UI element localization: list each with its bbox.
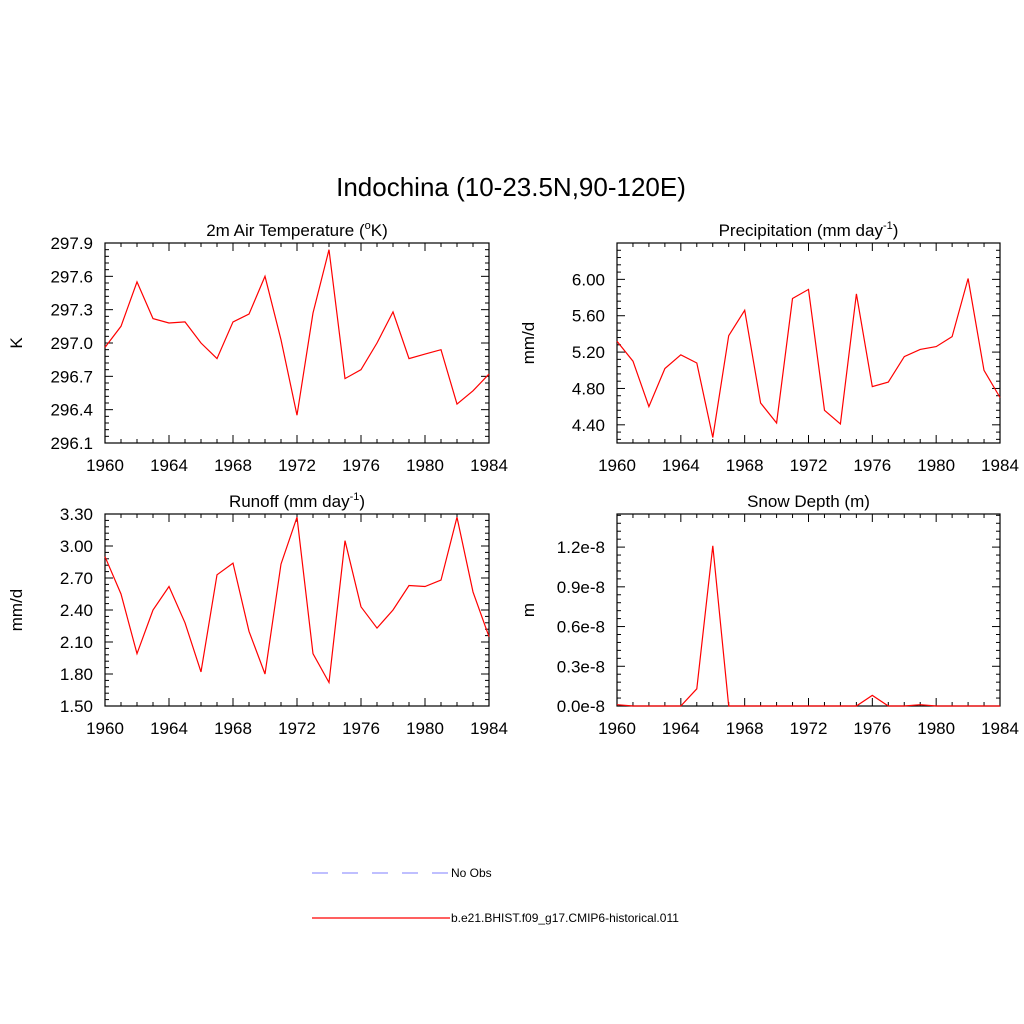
x-tick-label: 1964 bbox=[662, 456, 700, 475]
x-tick-label: 1984 bbox=[981, 719, 1019, 738]
figure-title: Indochina (10-23.5N,90-120E) bbox=[336, 172, 686, 202]
y-tick-label: 4.80 bbox=[572, 379, 605, 398]
x-tick-label: 1976 bbox=[342, 719, 380, 738]
legend-label-no-obs: No Obs bbox=[451, 866, 492, 880]
y-axis-label: m bbox=[519, 603, 538, 617]
y-tick-label: 1.2e-8 bbox=[557, 538, 605, 557]
y-tick-label: 6.00 bbox=[572, 270, 605, 289]
x-tick-label: 1960 bbox=[598, 456, 636, 475]
plot-frame bbox=[104, 513, 490, 707]
series-line bbox=[616, 278, 1001, 438]
y-tick-label: 0.3e-8 bbox=[557, 657, 605, 676]
x-tick-label: 1968 bbox=[214, 719, 252, 738]
panel-title-after: ) bbox=[893, 221, 899, 240]
x-tick-label: 1960 bbox=[86, 719, 124, 738]
x-tick-label: 1960 bbox=[598, 719, 636, 738]
panel-title-after: ) bbox=[359, 492, 365, 511]
y-tick-label: 1.80 bbox=[60, 665, 93, 684]
x-tick-label: 1972 bbox=[790, 719, 828, 738]
panel-title: 2m Air Temperature (oK) bbox=[206, 220, 388, 240]
legend-label-model: b.e21.BHIST.f09_g17.CMIP6-historical.011 bbox=[451, 911, 679, 925]
series-line bbox=[104, 517, 490, 685]
panel-title-text: Precipitation (mm day bbox=[719, 221, 884, 240]
x-tick-label: 1964 bbox=[150, 456, 188, 475]
x-tick-label: 1984 bbox=[470, 719, 508, 738]
x-tick-label: 1984 bbox=[981, 456, 1019, 475]
y-tick-label: 296.1 bbox=[50, 434, 93, 453]
x-tick-label: 1964 bbox=[662, 719, 700, 738]
y-tick-label: 2.70 bbox=[60, 569, 93, 588]
x-tick-label: 1976 bbox=[342, 456, 380, 475]
y-axis-label: mm/d bbox=[7, 589, 26, 632]
x-tick-label: 1972 bbox=[278, 456, 316, 475]
y-tick-label: 0.9e-8 bbox=[557, 578, 605, 597]
x-tick-label: 1980 bbox=[406, 456, 444, 475]
x-tick-label: 1968 bbox=[214, 456, 252, 475]
x-tick-label: 1980 bbox=[406, 719, 444, 738]
panel-title-sup: -1 bbox=[883, 220, 893, 232]
panel-1: Precipitation (mm day-1) mm/d 1960 1964 1968… bbox=[519, 220, 1019, 475]
panel-title: Runoff (mm day-1) bbox=[229, 491, 365, 511]
panel-title-after: K) bbox=[371, 221, 388, 240]
x-tick-label: 1976 bbox=[853, 719, 891, 738]
x-tick-label: 1984 bbox=[470, 456, 508, 475]
y-tick-label: 3.30 bbox=[60, 505, 93, 524]
series-line bbox=[616, 545, 1000, 707]
y-tick-label: 296.4 bbox=[50, 401, 93, 420]
y-tick-label: 3.00 bbox=[60, 537, 93, 556]
y-tick-label: 297.3 bbox=[50, 301, 93, 320]
y-tick-label: 296.7 bbox=[50, 367, 93, 386]
x-tick-label: 1980 bbox=[917, 456, 955, 475]
x-tick-label: 1976 bbox=[853, 456, 891, 475]
x-tick-label: 1960 bbox=[86, 456, 124, 475]
y-tick-label: 297.6 bbox=[50, 267, 93, 286]
y-tick-label: 0.0e-8 bbox=[557, 697, 605, 716]
y-tick-label: 4.40 bbox=[572, 416, 605, 435]
x-tick-label: 1972 bbox=[278, 719, 316, 738]
y-tick-label: 1.50 bbox=[60, 697, 93, 716]
series-line bbox=[104, 249, 490, 416]
x-tick-label: 1968 bbox=[726, 456, 764, 475]
panel-title: Precipitation (mm day-1) bbox=[719, 220, 899, 240]
y-tick-label: 5.20 bbox=[572, 343, 605, 362]
panels: 2m Air Temperature (oK) K 1960 1964 1968 1972… bbox=[7, 220, 1019, 738]
y-tick-label: 2.10 bbox=[60, 633, 93, 652]
x-tick-label: 1972 bbox=[790, 456, 828, 475]
y-tick-label: 0.6e-8 bbox=[557, 618, 605, 637]
y-axis-label: K bbox=[7, 337, 26, 349]
x-tick-label: 1980 bbox=[917, 719, 955, 738]
y-tick-label: 5.60 bbox=[572, 307, 605, 326]
panel-title-text: 2m Air Temperature ( bbox=[206, 221, 365, 240]
y-axis-label: mm/d bbox=[519, 322, 538, 365]
panel-title: Snow Depth (m) bbox=[747, 492, 870, 511]
panel-title-sup: -1 bbox=[350, 491, 360, 503]
panel-2: Runoff (mm day-1) mm/d 1960 1964 1968 1972 197… bbox=[7, 491, 508, 738]
panel-title-text: Runoff (mm day bbox=[229, 492, 350, 511]
y-tick-label: 297.0 bbox=[50, 334, 93, 353]
plot-frame bbox=[616, 513, 1001, 707]
panel-0: 2m Air Temperature (oK) K 1960 1964 1968 1972… bbox=[7, 220, 508, 475]
x-tick-label: 1964 bbox=[150, 719, 188, 738]
y-tick-label: 297.9 bbox=[50, 234, 93, 253]
panel-title-text: Snow Depth (m) bbox=[747, 492, 870, 511]
x-tick-label: 1968 bbox=[726, 719, 764, 738]
legend: No Obs b.e21.BHIST.f09_g17.CMIP6-histori… bbox=[312, 866, 679, 925]
y-tick-label: 2.40 bbox=[60, 601, 93, 620]
panel-3: Snow Depth (m) m 1960 1964 1968 1972 1976 1980 1… bbox=[519, 492, 1019, 738]
panel-title-sup: o bbox=[365, 220, 371, 232]
